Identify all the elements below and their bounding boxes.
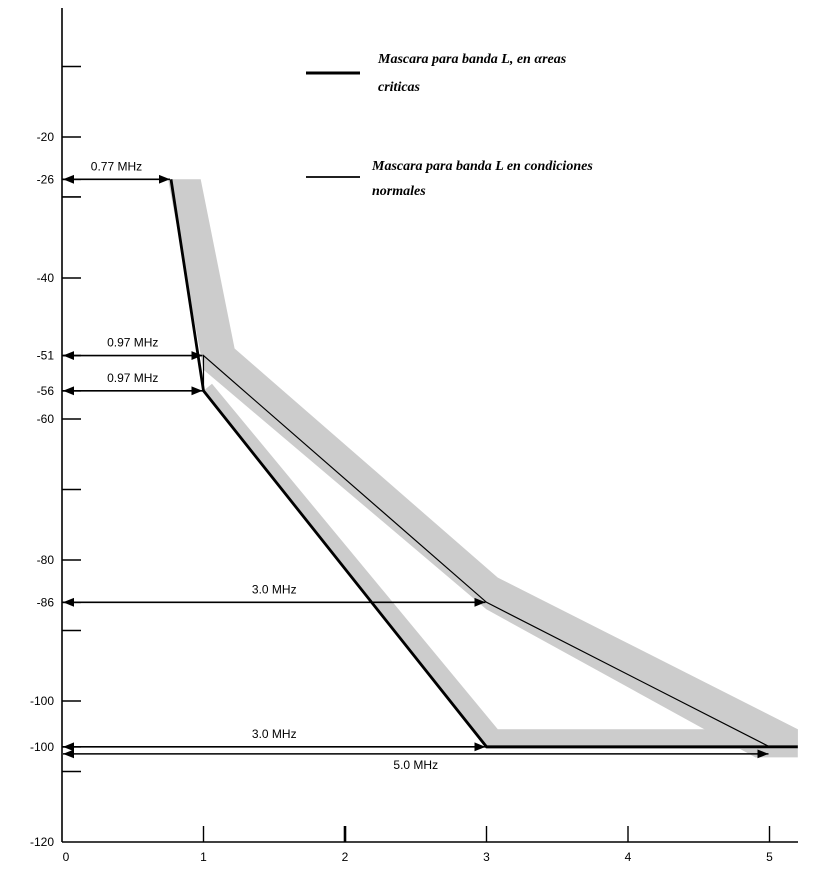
x-tick-label: 2	[342, 850, 349, 864]
legend-text-2-line2: normales	[372, 184, 426, 199]
legend-box-1	[372, 46, 696, 100]
y-tick-label: -86	[37, 595, 55, 609]
upper-band	[168, 179, 798, 758]
y-tick-label: -20	[37, 130, 55, 144]
y-tick-label: -80	[37, 553, 55, 567]
series-line-1	[169, 179, 798, 749]
y-tick-label: -56	[37, 384, 55, 398]
annotation-label-6: 5.0 MHz	[393, 758, 438, 772]
y-tick-label: -100	[30, 740, 54, 754]
tolerance-bands	[168, 179, 798, 758]
legend-background	[368, 46, 696, 240]
annotation-label-5: 3.0 MHz	[252, 727, 297, 741]
y-tick-label: -120	[30, 835, 54, 849]
y-tick-label: -26	[37, 172, 55, 186]
legend-text-1-line2: criticas	[378, 80, 421, 95]
x-tick-label: 5	[766, 850, 773, 864]
annotations: 0.77 MHz 0.97 MHz 0.97 MHz 3.0 MHz 3.0 MHz 5.…	[63, 159, 769, 772]
annotation-label-1: 0.77 MHz	[91, 159, 142, 173]
legend: Mascara para banda L, en αreas criticas Ma…	[306, 52, 593, 199]
annotation-label-3: 0.97 MHz	[107, 371, 158, 385]
annotation-label-4: 3.0 MHz	[252, 582, 297, 596]
x-tick-label: 1	[200, 850, 207, 864]
series-lines	[169, 179, 798, 749]
legend-text-2-line1: Mascara para banda L en condiciones	[371, 159, 593, 174]
legend-text-1-line1: Mascara para banda L, en αreas	[377, 52, 567, 67]
series-line-2	[202, 354, 770, 748]
y-tick-label: -100	[30, 694, 54, 708]
legend-box-2	[368, 152, 684, 240]
annotation-label-2: 0.97 MHz	[107, 336, 158, 350]
y-tick-label: -60	[37, 412, 55, 426]
y-tick-label: -40	[37, 271, 55, 285]
x-tick-label: 3	[483, 850, 490, 864]
x-tick-label: 0	[63, 850, 70, 864]
y-tick-label: -51	[37, 349, 55, 363]
axes	[61, 8, 798, 843]
x-tick-label: 4	[625, 850, 632, 864]
